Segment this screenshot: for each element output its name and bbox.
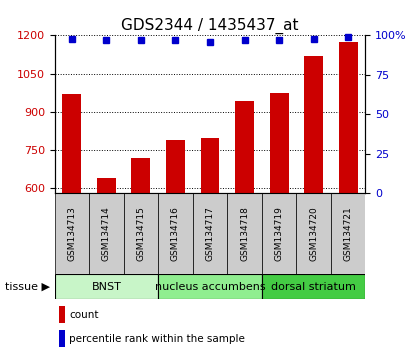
- Bar: [55, 274, 158, 299]
- Bar: [227, 193, 262, 274]
- Bar: [123, 193, 158, 274]
- Text: dorsal striatum: dorsal striatum: [271, 282, 356, 292]
- Bar: [297, 193, 331, 274]
- Title: GDS2344 / 1435437_at: GDS2344 / 1435437_at: [121, 18, 299, 34]
- Text: GSM134718: GSM134718: [240, 206, 249, 261]
- Bar: [304, 56, 323, 193]
- Text: GSM134720: GSM134720: [309, 206, 318, 261]
- Bar: [59, 306, 65, 323]
- Bar: [59, 330, 65, 347]
- Bar: [331, 193, 365, 274]
- Bar: [270, 92, 289, 193]
- Text: GSM134714: GSM134714: [102, 206, 111, 261]
- Bar: [262, 193, 297, 274]
- Text: GSM134713: GSM134713: [67, 206, 76, 261]
- Text: tissue ▶: tissue ▶: [5, 282, 50, 292]
- Bar: [97, 178, 116, 193]
- Text: GSM134716: GSM134716: [171, 206, 180, 261]
- Bar: [63, 94, 81, 193]
- Bar: [166, 139, 185, 193]
- Text: nucleus accumbens: nucleus accumbens: [155, 282, 265, 292]
- Bar: [158, 274, 262, 299]
- Bar: [339, 42, 357, 193]
- Bar: [193, 193, 227, 274]
- Bar: [200, 138, 220, 193]
- Text: GSM134719: GSM134719: [275, 206, 284, 261]
- Text: percentile rank within the sample: percentile rank within the sample: [69, 333, 245, 343]
- Text: GSM134715: GSM134715: [136, 206, 145, 261]
- Text: count: count: [69, 310, 99, 320]
- Bar: [262, 274, 365, 299]
- Text: GSM134717: GSM134717: [205, 206, 215, 261]
- Text: GSM134721: GSM134721: [344, 206, 353, 261]
- Bar: [55, 193, 89, 274]
- Bar: [89, 193, 123, 274]
- Bar: [131, 158, 150, 193]
- Bar: [235, 102, 254, 193]
- Bar: [158, 193, 193, 274]
- Text: BNST: BNST: [92, 282, 121, 292]
